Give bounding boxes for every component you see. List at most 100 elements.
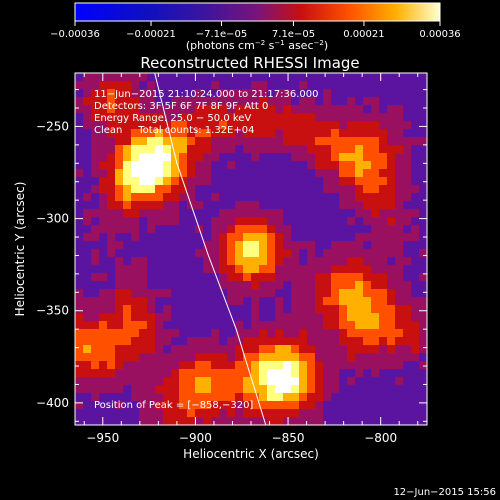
heatmap-cell: [211, 273, 220, 282]
heatmap-cell: [299, 417, 308, 425]
heatmap-cell: [395, 401, 404, 410]
heatmap-cell: [179, 361, 188, 370]
heatmap-cell: [195, 81, 204, 90]
heatmap-cell: [387, 201, 396, 210]
heatmap-cell: [379, 385, 388, 394]
heatmap-cell: [283, 401, 292, 410]
heatmap-cell: [339, 265, 348, 274]
heatmap-cell: [355, 201, 364, 210]
heatmap-cell: [99, 409, 108, 418]
heatmap-cell: [227, 73, 236, 82]
heatmap-cell: [75, 273, 84, 282]
heatmap-cell: [323, 409, 332, 418]
heatmap-cell: [195, 273, 204, 282]
heatmap-cell: [259, 241, 268, 250]
heatmap-cell: [323, 329, 332, 338]
heatmap-cell: [339, 137, 348, 146]
heatmap-cell: [83, 145, 92, 154]
heatmap-cell: [187, 305, 196, 314]
heatmap-cell: [211, 281, 220, 290]
heatmap-cell: [251, 257, 260, 266]
colorbar-tick-label: 0.00021: [343, 29, 384, 40]
heatmap-cell: [131, 217, 140, 226]
heatmap-cell: [171, 361, 180, 370]
heatmap-cell: [379, 121, 388, 130]
heatmap-cell: [379, 289, 388, 298]
heatmap-cell: [235, 273, 244, 282]
heatmap-cell: [171, 97, 180, 106]
heatmap-cell: [347, 105, 356, 114]
heatmap-cell: [363, 385, 372, 394]
heatmap-cell: [235, 97, 244, 106]
heatmap-cell: [83, 345, 92, 354]
heatmap-cell: [131, 281, 140, 290]
heatmap-cell: [243, 289, 252, 298]
heatmap-cell: [323, 353, 332, 362]
heatmap-cell: [371, 89, 380, 98]
heatmap-cell: [379, 313, 388, 322]
heatmap-cell: [99, 177, 108, 186]
heatmap-cell: [139, 337, 148, 346]
heatmap-cell: [107, 177, 116, 186]
heatmap-cell: [131, 209, 140, 218]
heatmap-cell: [275, 225, 284, 234]
heatmap-cell: [379, 185, 388, 194]
heatmap-cell: [315, 73, 324, 82]
heatmap-cell: [291, 393, 300, 402]
heatmap-cell: [115, 417, 124, 425]
heatmap-cell: [347, 73, 356, 82]
heatmap-cell: [395, 161, 404, 170]
heatmap-cell: [75, 137, 84, 146]
heatmap-cell: [75, 185, 84, 194]
heatmap-cell: [203, 177, 212, 186]
heatmap-cell: [395, 281, 404, 290]
heatmap-cell: [299, 361, 308, 370]
heatmap-cell: [115, 105, 124, 114]
heatmap-cell: [371, 209, 380, 218]
heatmap-cell: [267, 393, 276, 402]
heatmap-cell: [259, 97, 268, 106]
heatmap-cell: [403, 345, 412, 354]
heatmap-cell: [243, 353, 252, 362]
heatmap-cell: [403, 265, 412, 274]
heatmap-cell: [347, 329, 356, 338]
heatmap-cell: [411, 273, 420, 282]
heatmap-cell: [395, 289, 404, 298]
heatmap-cell: [219, 377, 228, 386]
heatmap-cell: [227, 369, 236, 378]
heatmap-cell: [259, 185, 268, 194]
heatmap-cell: [91, 201, 100, 210]
heatmap-cell: [171, 201, 180, 210]
heatmap-cell: [339, 209, 348, 218]
heatmap-cell: [395, 361, 404, 370]
heatmap-cell: [123, 329, 132, 338]
heatmap-cell: [171, 321, 180, 330]
heatmap-cell: [419, 313, 427, 322]
heatmap-cell: [155, 225, 164, 234]
heatmap-cell: [379, 177, 388, 186]
heatmap-cell: [115, 305, 124, 314]
heatmap-cell: [419, 369, 427, 378]
heatmap-cell: [363, 113, 372, 122]
heatmap-cell: [115, 177, 124, 186]
heatmap-cell: [419, 377, 427, 386]
heatmap-cell: [235, 337, 244, 346]
heatmap-cell: [371, 393, 380, 402]
heatmap-cell: [307, 313, 316, 322]
heatmap-cell: [331, 321, 340, 330]
heatmap-cell: [91, 281, 100, 290]
heatmap-cell: [99, 209, 108, 218]
heatmap-cell: [363, 297, 372, 306]
heatmap-cell: [275, 153, 284, 162]
heatmap-cell: [99, 385, 108, 394]
heatmap-cell: [235, 209, 244, 218]
heatmap-cell: [139, 417, 148, 425]
heatmap-cell: [387, 265, 396, 274]
heatmap-cell: [195, 161, 204, 170]
heatmap-cell: [211, 369, 220, 378]
heatmap-cell: [419, 297, 427, 306]
heatmap-cell: [203, 337, 212, 346]
heatmap-cell: [419, 81, 427, 90]
heatmap-cell: [187, 209, 196, 218]
heatmap-cell: [419, 129, 427, 138]
